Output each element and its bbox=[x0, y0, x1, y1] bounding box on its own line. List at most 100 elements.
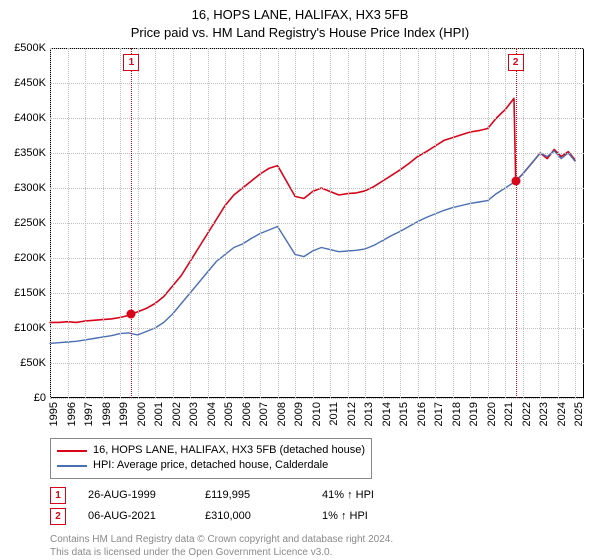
event-date-2: 06-AUG-2021 bbox=[88, 510, 183, 522]
grid-v bbox=[190, 48, 191, 398]
grid-v bbox=[575, 48, 576, 398]
legend-box: 16, HOPS LANE, HALIFAX, HX3 5FB (detache… bbox=[50, 438, 372, 479]
footnote: Contains HM Land Registry data © Crown c… bbox=[50, 533, 584, 559]
title-line1: 16, HOPS LANE, HALIFAX, HX3 5FB bbox=[0, 6, 600, 24]
legend-label-1: 16, HOPS LANE, HALIFAX, HX3 5FB (detache… bbox=[93, 443, 365, 458]
grid-v bbox=[418, 48, 419, 398]
event-box-2: 2 bbox=[508, 54, 524, 71]
grid-v bbox=[400, 48, 401, 398]
grid-h bbox=[50, 258, 584, 259]
legend-swatch-2 bbox=[57, 465, 87, 467]
grid-v bbox=[435, 48, 436, 398]
grid-v bbox=[540, 48, 541, 398]
grid-v bbox=[208, 48, 209, 398]
grid-v bbox=[120, 48, 121, 398]
grid-v bbox=[313, 48, 314, 398]
grid-v bbox=[348, 48, 349, 398]
xtick-label: 2011 bbox=[328, 402, 340, 426]
events-table: 1 26-AUG-1999 £119,995 41% ↑ HPI 2 06-AU… bbox=[50, 485, 584, 527]
grid-v bbox=[138, 48, 139, 398]
grid-v bbox=[453, 48, 454, 398]
xtick-label: 2001 bbox=[153, 402, 165, 426]
xtick-label: 2003 bbox=[188, 402, 200, 426]
ytick-label: £100K bbox=[14, 322, 46, 334]
grid-h bbox=[50, 118, 584, 119]
grid-v bbox=[68, 48, 69, 398]
ytick-label: £200K bbox=[14, 252, 46, 264]
ytick-label: £500K bbox=[14, 42, 46, 54]
ytick-label: £400K bbox=[14, 112, 46, 124]
xtick-label: 1996 bbox=[66, 402, 78, 426]
xtick-label: 2008 bbox=[276, 402, 288, 426]
grid-v bbox=[505, 48, 506, 398]
grid-v bbox=[558, 48, 559, 398]
legend-block: 16, HOPS LANE, HALIFAX, HX3 5FB (detache… bbox=[50, 438, 584, 559]
grid-v bbox=[225, 48, 226, 398]
event-delta-1: 41% ↑ HPI bbox=[322, 489, 417, 501]
grid-h bbox=[50, 83, 584, 84]
chart-plot-area: £0£50K£100K£150K£200K£250K£300K£350K£400… bbox=[50, 48, 584, 398]
event-box-1: 1 bbox=[123, 54, 139, 71]
grid-h bbox=[50, 223, 584, 224]
footnote-line2: This data is licensed under the Open Gov… bbox=[50, 546, 584, 559]
event-price-1: £119,995 bbox=[205, 489, 300, 501]
grid-v bbox=[470, 48, 471, 398]
chart-title: 16, HOPS LANE, HALIFAX, HX3 5FB Price pa… bbox=[0, 0, 600, 41]
event-dot-2 bbox=[511, 177, 520, 186]
xtick-label: 2019 bbox=[468, 402, 480, 426]
xtick-label: 1999 bbox=[118, 402, 130, 426]
grid-h bbox=[50, 363, 584, 364]
title-line2: Price paid vs. HM Land Registry's House … bbox=[0, 24, 600, 42]
xtick-label: 2015 bbox=[398, 402, 410, 426]
xtick-label: 2004 bbox=[206, 402, 218, 426]
grid-h bbox=[50, 153, 584, 154]
event-row-1: 1 26-AUG-1999 £119,995 41% ↑ HPI bbox=[50, 485, 584, 506]
grid-v bbox=[85, 48, 86, 398]
grid-v bbox=[155, 48, 156, 398]
xtick-label: 2013 bbox=[363, 402, 375, 426]
event-date-1: 26-AUG-1999 bbox=[88, 489, 183, 501]
event-dot-1 bbox=[127, 310, 136, 319]
grid-h bbox=[50, 328, 584, 329]
grid-v bbox=[243, 48, 244, 398]
xtick-label: 2023 bbox=[538, 402, 550, 426]
grid-v bbox=[260, 48, 261, 398]
xtick-label: 2010 bbox=[311, 402, 323, 426]
legend-row-1: 16, HOPS LANE, HALIFAX, HX3 5FB (detache… bbox=[57, 443, 365, 458]
xtick-label: 1995 bbox=[48, 402, 60, 426]
xtick-label: 2014 bbox=[381, 402, 393, 426]
grid-h bbox=[50, 188, 584, 189]
grid-v bbox=[365, 48, 366, 398]
ytick-label: £150K bbox=[14, 287, 46, 299]
xtick-label: 1998 bbox=[101, 402, 113, 426]
legend-swatch-1 bbox=[57, 450, 87, 452]
grid-v bbox=[330, 48, 331, 398]
footnote-line1: Contains HM Land Registry data © Crown c… bbox=[50, 533, 584, 546]
xtick-label: 2017 bbox=[433, 402, 445, 426]
xtick-label: 2002 bbox=[171, 402, 183, 426]
xtick-label: 1997 bbox=[83, 402, 95, 426]
event-delta-2: 1% ↑ HPI bbox=[322, 510, 417, 522]
event-vline-2 bbox=[516, 48, 517, 398]
legend-row-2: HPI: Average price, detached house, Cald… bbox=[57, 458, 365, 473]
xtick-label: 2007 bbox=[258, 402, 270, 426]
grid-v bbox=[295, 48, 296, 398]
ytick-label: £250K bbox=[14, 217, 46, 229]
event-row-2: 2 06-AUG-2021 £310,000 1% ↑ HPI bbox=[50, 506, 584, 527]
grid-v bbox=[50, 48, 51, 398]
xtick-label: 2021 bbox=[503, 402, 515, 426]
grid-v bbox=[103, 48, 104, 398]
xtick-label: 2016 bbox=[416, 402, 428, 426]
xtick-label: 2000 bbox=[136, 402, 148, 426]
xtick-label: 2009 bbox=[293, 402, 305, 426]
grid-v bbox=[488, 48, 489, 398]
xtick-label: 2005 bbox=[223, 402, 235, 426]
grid-h bbox=[50, 398, 584, 399]
xtick-label: 2006 bbox=[241, 402, 253, 426]
grid-h bbox=[50, 293, 584, 294]
grid-v bbox=[173, 48, 174, 398]
event-vline-1 bbox=[131, 48, 132, 398]
xtick-label: 2025 bbox=[573, 402, 585, 426]
ytick-label: £50K bbox=[20, 357, 46, 369]
grid-v bbox=[383, 48, 384, 398]
